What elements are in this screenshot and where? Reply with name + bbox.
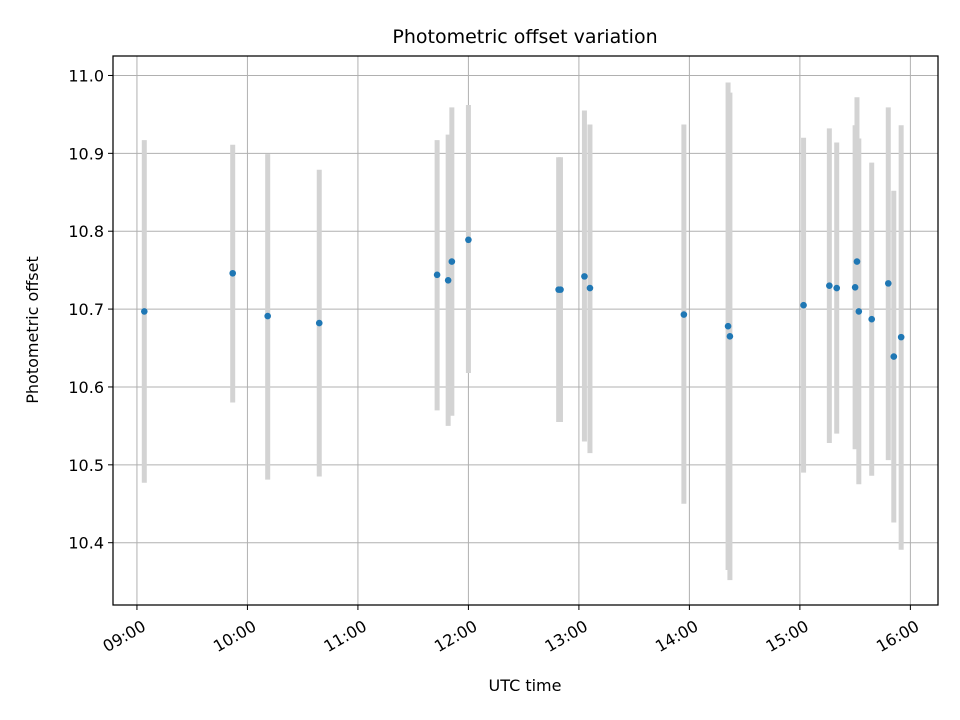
data-point [315, 319, 323, 327]
data-point [726, 333, 734, 340]
data-points [141, 236, 905, 360]
data-point [448, 258, 456, 265]
data-point [444, 276, 452, 284]
plot-frame [112, 55, 939, 606]
data-point [826, 282, 833, 290]
data-point [884, 280, 892, 287]
y-tick-label: 10.7 [68, 300, 104, 319]
y-tick-label: 11.0 [68, 66, 104, 85]
x-axis-label: UTC time [489, 676, 562, 695]
data-point [868, 315, 876, 323]
data-point [465, 236, 472, 244]
data-point [581, 273, 588, 280]
data-point [855, 308, 863, 315]
chart-title: Photometric offset variation [392, 26, 657, 48]
data-point [833, 284, 841, 292]
data-point [557, 286, 564, 293]
data-point [586, 284, 594, 292]
grid [113, 56, 938, 605]
y-tick-label: 10.4 [68, 534, 104, 553]
y-tick-label: 10.9 [68, 144, 104, 163]
data-point [229, 269, 236, 277]
data-point [853, 258, 861, 265]
y-axis-label: Photometric offset [23, 256, 42, 404]
data-point [897, 333, 905, 341]
y-tick-label: 10.8 [68, 222, 104, 241]
data-point [724, 322, 732, 330]
data-point [264, 312, 271, 320]
data-point [800, 301, 807, 309]
data-point [890, 353, 898, 360]
data-point [141, 308, 148, 315]
y-tick-label: 10.6 [68, 378, 104, 397]
data-point [851, 283, 859, 291]
data-point [680, 311, 688, 318]
y-tick-label: 10.5 [68, 456, 104, 475]
y-axis: 10.4 10.5 10.6 10.7 10.8 10.9 11.0 [68, 66, 113, 553]
data-point [433, 271, 441, 279]
